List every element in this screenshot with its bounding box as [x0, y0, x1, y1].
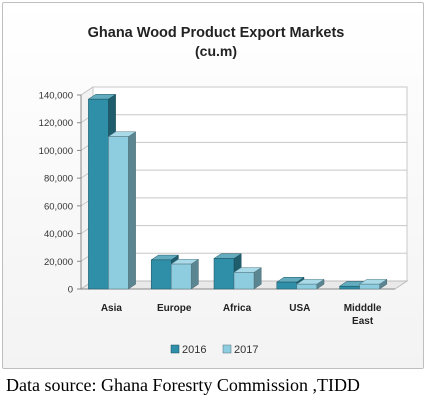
bar-2017-africa [233, 267, 263, 290]
bar-chart: Ghana Wood Product Export Markets (cu.m)… [39, 25, 409, 356]
x-tick-label: USA [289, 303, 310, 314]
bar-2017-usa [295, 278, 325, 290]
legend: 2016 2017 [170, 344, 258, 356]
x-tick-label: Asia [101, 303, 123, 314]
legend-swatch-2017 [222, 344, 232, 354]
y-tick-label: 0 [68, 285, 73, 296]
x-tick-label: Africa [223, 303, 252, 314]
legend-label-2017: 2017 [234, 344, 258, 356]
gridline [80, 86, 407, 96]
y-tick-label: 60,000 [44, 201, 73, 212]
plot-back-wall [92, 86, 408, 282]
legend-label-2016: 2016 [182, 344, 206, 356]
legend-swatch-2016 [170, 344, 180, 354]
y-tick-label: 20,000 [44, 257, 73, 268]
y-tick-label: 140,000 [39, 91, 73, 102]
chart-title: Ghana Wood Product Export Markets [88, 25, 345, 41]
bar-2017-europe [170, 258, 200, 290]
chart-container: Ghana Wood Product Export Markets (cu.m)… [2, 2, 424, 369]
x-tick-label: Midddle East [344, 303, 382, 327]
bar-2017-asia [107, 131, 137, 290]
y-tick-label: 80,000 [44, 174, 73, 185]
y-tick-label: 120,000 [39, 118, 73, 129]
y-tick-label: 40,000 [44, 229, 73, 240]
y-tick-label: 100,000 [39, 146, 73, 157]
x-tick-label: Europe [157, 303, 192, 314]
bar-2017-midddle-east [358, 278, 388, 290]
data-source-caption: Data source: Ghana Foresrty Commission ,… [6, 375, 360, 395]
chart-subtitle: (cu.m) [195, 43, 237, 59]
